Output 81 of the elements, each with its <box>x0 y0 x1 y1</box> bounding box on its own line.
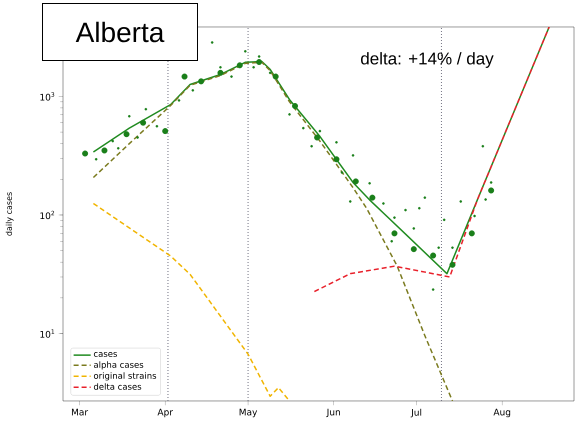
point <box>219 66 222 69</box>
point <box>437 246 440 249</box>
point <box>116 147 120 150</box>
point <box>335 141 338 144</box>
point <box>352 154 354 157</box>
x-tick-label: Jun <box>326 408 340 418</box>
point <box>468 230 475 236</box>
point <box>178 99 180 102</box>
point <box>340 171 344 174</box>
point <box>473 214 476 218</box>
point <box>393 216 396 219</box>
point <box>244 50 247 53</box>
point <box>390 240 393 243</box>
point <box>310 144 313 148</box>
point <box>82 150 88 156</box>
line-series <box>92 202 290 401</box>
point <box>192 89 194 92</box>
point <box>318 130 322 132</box>
x-tick-label: Mar <box>72 408 88 416</box>
point <box>430 252 436 259</box>
x-tick-label: May <box>240 408 258 418</box>
point <box>490 181 492 184</box>
point <box>333 156 340 162</box>
point <box>288 113 291 116</box>
y-tick-label: 10$^{1}$ <box>40 329 54 338</box>
point <box>442 218 446 222</box>
point <box>236 62 243 68</box>
point <box>101 147 108 154</box>
point <box>352 178 359 184</box>
point <box>410 246 417 252</box>
point <box>418 206 421 210</box>
point <box>136 136 139 139</box>
x-tick-label: Aug <box>493 408 510 418</box>
point <box>111 140 114 142</box>
point <box>451 246 454 249</box>
y-tick-label: 10$^{2}$ <box>40 210 54 220</box>
y-axis-title: daily cases <box>6 192 14 236</box>
point <box>314 134 320 141</box>
y-tick-label: 10$^{3}$ <box>40 92 54 101</box>
point <box>368 182 371 185</box>
point <box>449 262 456 268</box>
point <box>432 288 434 291</box>
point <box>144 108 148 110</box>
point <box>404 208 407 212</box>
point <box>162 128 168 134</box>
point <box>94 158 98 161</box>
point <box>140 120 146 126</box>
point <box>124 131 130 138</box>
point <box>128 114 131 118</box>
point <box>258 55 260 58</box>
point <box>230 75 233 78</box>
legend-label: alpha cases <box>94 361 144 370</box>
point <box>484 198 487 201</box>
point <box>348 200 352 203</box>
point <box>369 194 376 201</box>
point <box>268 72 272 74</box>
point <box>488 187 494 194</box>
point <box>459 200 462 203</box>
x-tick-label: Apr <box>157 408 173 418</box>
point <box>182 74 188 80</box>
point <box>482 144 484 148</box>
annotation: delta: +14% / day <box>361 52 494 68</box>
point <box>302 126 305 130</box>
point <box>217 70 224 76</box>
point <box>156 124 158 128</box>
point <box>198 78 204 84</box>
chart-title: Alberta <box>76 22 164 42</box>
point <box>272 74 279 80</box>
legend-label: original strains <box>94 372 156 380</box>
legend-label: delta cases <box>94 383 142 390</box>
point <box>412 227 416 230</box>
point <box>424 196 426 199</box>
x-tick-label: Jul <box>410 408 422 418</box>
point <box>292 103 298 109</box>
point <box>382 202 385 205</box>
line-series <box>314 26 550 292</box>
point <box>252 66 255 69</box>
point <box>256 59 262 66</box>
point <box>391 230 398 236</box>
point <box>210 41 214 44</box>
legend-label: cases <box>94 352 117 357</box>
